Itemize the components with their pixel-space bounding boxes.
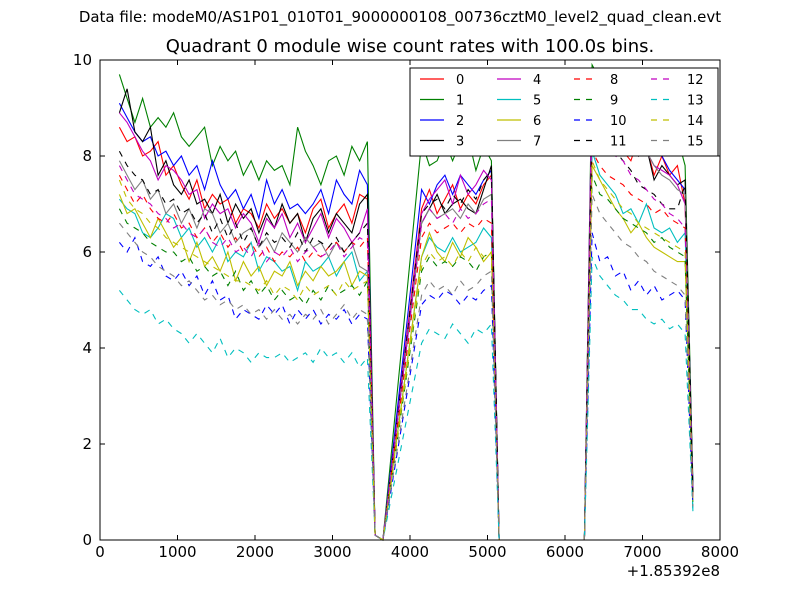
x-tick-label: 4000 — [391, 543, 429, 561]
x-tick-label: 8000 — [701, 543, 739, 561]
y-tick-label: 8 — [82, 147, 92, 165]
x-tick-label: 0 — [95, 543, 105, 561]
series-line-13 — [118, 256, 694, 541]
legend-label-8: 8 — [610, 73, 618, 88]
x-tick-label: 7000 — [623, 543, 661, 561]
series-line-5 — [118, 151, 694, 541]
legend-label-10: 10 — [610, 114, 627, 129]
legend-label-14: 14 — [687, 114, 704, 129]
chart-title: Quadrant 0 module wise count rates with … — [165, 36, 655, 57]
y-tick-label: 10 — [73, 51, 92, 69]
series-line-15 — [118, 194, 694, 541]
legend-box — [409, 67, 719, 157]
series-line-7 — [118, 105, 694, 541]
legend-label-4: 4 — [533, 73, 541, 88]
legend-label-11: 11 — [610, 135, 627, 150]
legend-label-0: 0 — [456, 73, 464, 88]
y-tick-label: 6 — [82, 243, 92, 261]
x-tick-label: 3000 — [313, 543, 351, 561]
legend-label-6: 6 — [533, 114, 541, 129]
figure-suptitle: Data file: modeM0/AS1P01_010T01_90000001… — [78, 8, 722, 26]
legend-label-15: 15 — [687, 135, 704, 150]
y-tick-label: 0 — [82, 531, 92, 549]
x-tick-label: 1000 — [158, 543, 196, 561]
series-line-14 — [118, 160, 694, 541]
y-tick-label: 4 — [82, 339, 92, 357]
legend-label-3: 3 — [456, 135, 464, 150]
legend-label-1: 1 — [456, 94, 464, 109]
x-tick-label: 6000 — [546, 543, 584, 561]
legend-label-13: 13 — [687, 94, 704, 109]
legend-label-9: 9 — [610, 94, 618, 109]
legend-label-2: 2 — [456, 114, 464, 129]
y-tick-label: 2 — [82, 435, 92, 453]
series-line-10 — [118, 232, 694, 541]
series-line-9 — [118, 174, 694, 541]
x-tick-label: 5000 — [468, 543, 506, 561]
x-offset-label: +1.85392e8 — [627, 562, 720, 580]
legend-label-5: 5 — [533, 94, 541, 109]
legend-label-12: 12 — [687, 73, 704, 88]
legend-label-7: 7 — [533, 135, 541, 150]
x-tick-label: 2000 — [236, 543, 274, 561]
